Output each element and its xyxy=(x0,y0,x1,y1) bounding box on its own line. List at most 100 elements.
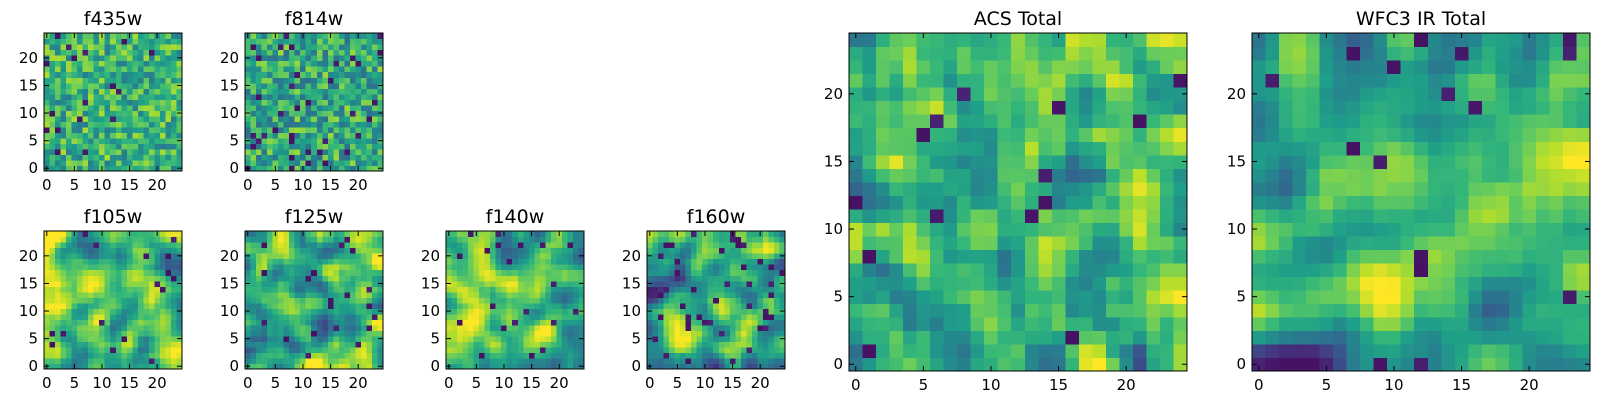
heatmap-cell xyxy=(104,247,111,254)
heatmap-cell xyxy=(170,280,178,287)
heatmap-cell xyxy=(316,104,323,111)
heatmap-cell xyxy=(88,126,95,133)
heatmap-cell xyxy=(779,275,786,282)
heatmap-cell xyxy=(713,247,720,254)
heatmap-cell xyxy=(256,335,263,342)
heatmap-cell xyxy=(680,291,687,298)
heatmap-cell xyxy=(126,247,133,254)
heatmap-cell xyxy=(1279,289,1294,304)
heatmap-cell xyxy=(997,73,1012,88)
heatmap-cell xyxy=(479,236,486,243)
heatmap-cell xyxy=(735,363,742,370)
heatmap-cell xyxy=(506,297,513,304)
heatmap-cell xyxy=(104,82,111,89)
heatmap-cell xyxy=(702,319,709,326)
heatmap-cell xyxy=(294,357,301,365)
heatmap-cell xyxy=(154,126,161,133)
heatmap-cell xyxy=(446,291,453,298)
heatmap-cell xyxy=(517,313,524,320)
heatmap-cell xyxy=(49,38,56,45)
heatmap-cell xyxy=(355,302,362,309)
heatmap-cell xyxy=(740,352,747,359)
heatmap-cell xyxy=(322,291,329,298)
heatmap-cell xyxy=(1024,262,1039,277)
x-tick-label: 10 xyxy=(92,374,111,392)
heatmap-cell xyxy=(1078,154,1093,169)
heatmap-cell xyxy=(115,297,122,304)
heatmap-cell xyxy=(658,346,665,354)
heatmap-cell xyxy=(970,343,985,359)
heatmap-cell xyxy=(66,242,73,249)
heatmap-cell xyxy=(55,313,62,320)
heatmap-cell xyxy=(165,275,172,282)
heatmap-cell xyxy=(663,291,670,298)
heatmap-cell xyxy=(371,66,379,73)
heatmap-cell xyxy=(245,121,252,128)
heatmap-cell xyxy=(322,280,329,287)
heatmap-cell xyxy=(344,319,351,326)
heatmap-cell xyxy=(1065,357,1080,372)
heatmap-cell xyxy=(104,286,111,293)
heatmap-cell xyxy=(652,341,659,348)
heatmap-cell xyxy=(1078,168,1093,183)
heatmap-cell xyxy=(355,110,362,117)
heatmap-cell xyxy=(773,302,781,309)
heatmap-cell xyxy=(71,126,78,133)
heatmap-cell xyxy=(88,286,95,293)
heatmap-cell xyxy=(261,110,268,117)
heatmap-cell xyxy=(545,357,552,365)
heatmap-cell xyxy=(984,276,999,291)
heatmap-cell xyxy=(1065,330,1080,345)
heatmap-cell xyxy=(60,291,67,298)
heatmap-cell xyxy=(1360,303,1375,318)
heatmap-cell xyxy=(930,127,945,142)
heatmap-cell xyxy=(349,104,356,111)
heatmap-cell xyxy=(88,44,95,51)
heatmap-cell xyxy=(338,302,345,309)
heatmap-cell xyxy=(957,100,972,115)
heatmap-cell xyxy=(305,110,312,117)
heatmap-cell xyxy=(71,236,78,243)
heatmap-cell xyxy=(484,280,491,287)
heatmap-cell xyxy=(77,308,84,315)
heatmap-cell xyxy=(93,330,100,337)
heatmap-cell xyxy=(457,264,464,271)
heatmap-cell xyxy=(1011,289,1026,304)
heatmap-cell xyxy=(278,165,285,172)
heatmap-cell xyxy=(338,71,345,78)
heatmap-cell xyxy=(1024,181,1039,196)
heatmap-cell xyxy=(495,264,502,271)
heatmap-cell xyxy=(366,242,373,249)
heatmap-cell xyxy=(344,137,351,144)
heatmap-cell xyxy=(250,148,257,156)
heatmap-cell xyxy=(1333,330,1348,345)
heatmap-cell xyxy=(1387,181,1402,196)
heatmap-cell xyxy=(1159,100,1175,115)
heatmap-cell xyxy=(849,303,864,318)
heatmap-cell xyxy=(930,195,945,210)
heatmap-cell xyxy=(1092,46,1107,61)
y-tick-label: 5 xyxy=(229,330,239,348)
heatmap-cell xyxy=(366,236,373,243)
heatmap-cell xyxy=(1346,222,1361,237)
heatmap-cell xyxy=(327,110,334,117)
heatmap-cell xyxy=(647,330,654,337)
heatmap-cell xyxy=(371,154,379,161)
heatmap-cell xyxy=(55,352,62,359)
heatmap-cell xyxy=(757,258,764,265)
heatmap-cell xyxy=(1065,208,1080,223)
heatmap-cell xyxy=(1092,343,1107,359)
heatmap-cell xyxy=(1468,208,1483,223)
heatmap-cell xyxy=(316,242,323,249)
heatmap-cell xyxy=(674,280,681,287)
heatmap-cell xyxy=(724,313,731,320)
heatmap-cell xyxy=(170,115,178,122)
heatmap-cell xyxy=(550,236,557,243)
heatmap-cell xyxy=(724,330,731,337)
heatmap-cell xyxy=(261,258,268,265)
heatmap-cell xyxy=(344,269,351,276)
heatmap-cell xyxy=(82,159,89,167)
heatmap-cell xyxy=(267,104,274,111)
heatmap-cell xyxy=(647,247,654,254)
heatmap-cell xyxy=(148,93,155,100)
